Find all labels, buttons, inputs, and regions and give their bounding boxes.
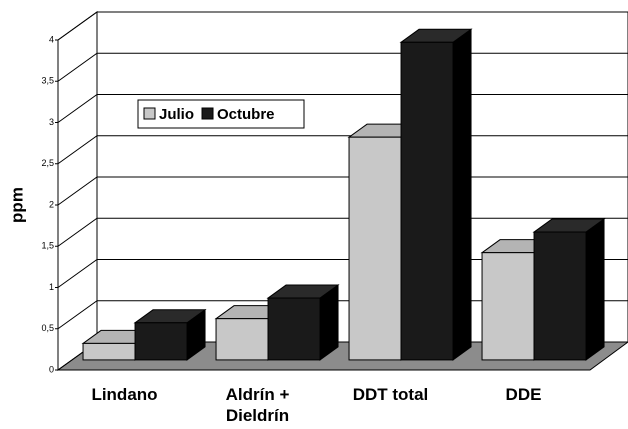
bar	[399, 28, 473, 361]
bar	[133, 308, 207, 361]
bar-front	[481, 252, 535, 361]
grid-line	[57, 11, 628, 41]
x-tick-label: DDE	[505, 385, 542, 404]
legend-swatch	[201, 107, 214, 120]
bar-front	[400, 41, 454, 361]
y-tick-label: 3	[49, 117, 54, 127]
y-tick-label: 4	[49, 34, 54, 44]
x-tick-label: Aldrín + Dieldrín	[225, 385, 290, 425]
y-tick-label: 2,5	[41, 158, 54, 168]
bar-front	[348, 136, 402, 361]
legend-label: Octubre	[217, 106, 275, 123]
legend-swatch	[143, 107, 156, 120]
legend-label: Julio	[159, 106, 194, 123]
y-tick-label: 1,5	[41, 241, 54, 251]
bar-front	[533, 231, 587, 361]
y-tick-label: 0	[49, 364, 54, 374]
bar-front	[267, 297, 321, 361]
bar-front	[215, 318, 269, 361]
legend	[137, 99, 305, 129]
x-tick-label: DDT total	[352, 385, 429, 404]
bar-side	[452, 28, 472, 361]
y-tick-label: 3,5	[41, 76, 54, 86]
bar-side	[585, 218, 605, 361]
bar-front	[134, 322, 188, 361]
y-tick-label: 1	[49, 282, 54, 292]
y-tick-label: 0,5	[41, 323, 54, 333]
y-tick-label: 2	[49, 199, 54, 209]
y-axis-label: ppm	[7, 187, 26, 223]
x-tick-label: Lindano	[91, 385, 158, 404]
bar	[532, 218, 606, 361]
bar-front	[82, 342, 136, 361]
bar	[266, 284, 340, 361]
